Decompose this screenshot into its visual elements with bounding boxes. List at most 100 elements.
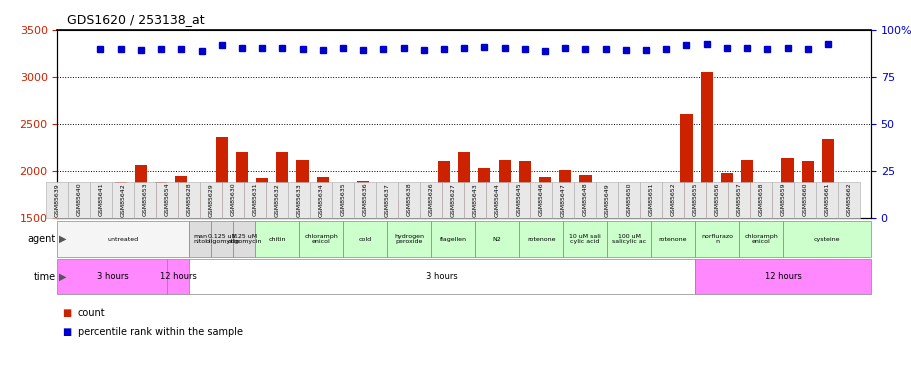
Text: GSM85630: GSM85630	[230, 183, 236, 216]
Text: rotenone: rotenone	[527, 237, 555, 242]
Text: chloramph
enicol: chloramph enicol	[743, 234, 777, 244]
Text: 10 uM sali
cylic acid: 10 uM sali cylic acid	[568, 234, 600, 244]
Bar	[578, 176, 591, 358]
Bar	[115, 182, 127, 358]
Text: flagellen: flagellen	[439, 237, 466, 242]
Text: N2: N2	[492, 237, 501, 242]
Text: GSM85661: GSM85661	[824, 183, 829, 216]
Text: GSM85631: GSM85631	[252, 183, 258, 216]
Text: GSM85634: GSM85634	[319, 183, 323, 217]
Bar	[377, 194, 389, 358]
Text: cysteine: cysteine	[813, 237, 839, 242]
Text: GSM85659: GSM85659	[780, 183, 784, 216]
Text: GSM85638: GSM85638	[406, 183, 411, 216]
Bar	[95, 188, 107, 358]
Text: ■: ■	[62, 308, 71, 318]
Text: GSM85644: GSM85644	[494, 183, 499, 217]
Text: GSM85662: GSM85662	[845, 183, 851, 216]
Text: 3 hours: 3 hours	[425, 272, 457, 281]
Text: GSM85655: GSM85655	[691, 183, 697, 216]
Text: hydrogen
peroxide: hydrogen peroxide	[394, 234, 424, 244]
Text: GSM85636: GSM85636	[363, 183, 367, 216]
Text: agent: agent	[27, 234, 56, 244]
Bar	[195, 191, 208, 358]
Text: GSM85643: GSM85643	[472, 183, 477, 217]
Text: GSM85647: GSM85647	[560, 183, 565, 217]
Bar	[457, 152, 470, 358]
Text: GSM85639: GSM85639	[55, 183, 60, 217]
Bar	[155, 182, 167, 358]
Bar	[417, 212, 429, 358]
Text: GSM85626: GSM85626	[428, 183, 434, 216]
Text: GSM85627: GSM85627	[450, 183, 456, 217]
Bar	[478, 168, 490, 358]
Bar	[357, 181, 369, 358]
Text: count: count	[77, 308, 105, 318]
Bar	[599, 204, 611, 358]
Text: GSM85658: GSM85658	[758, 183, 763, 216]
Bar	[236, 152, 248, 358]
Text: GSM85640: GSM85640	[77, 183, 82, 216]
Text: GSM85632: GSM85632	[274, 183, 280, 217]
Text: GSM85635: GSM85635	[341, 183, 345, 216]
Bar	[498, 160, 510, 358]
Text: GSM85651: GSM85651	[648, 183, 653, 216]
Bar	[720, 172, 732, 358]
Text: untreated: untreated	[107, 237, 138, 242]
Text: GSM85645: GSM85645	[517, 183, 521, 216]
Text: 100 uM
salicylic ac: 100 uM salicylic ac	[611, 234, 646, 244]
Text: 0.125 uM
oligomycin: 0.125 uM oligomycin	[205, 234, 240, 244]
Bar	[619, 194, 631, 358]
Bar	[821, 139, 833, 358]
Bar	[397, 200, 409, 358]
Text: 1.25 uM
oligomycin: 1.25 uM oligomycin	[227, 234, 261, 244]
Bar	[538, 177, 550, 358]
Text: GSM85641: GSM85641	[98, 183, 104, 216]
Text: GSM85653: GSM85653	[143, 183, 148, 216]
Bar	[680, 114, 691, 358]
Text: GSM85652: GSM85652	[670, 183, 675, 216]
Text: GSM85648: GSM85648	[582, 183, 587, 216]
Bar	[518, 161, 530, 358]
Text: GSM85649: GSM85649	[604, 183, 609, 217]
Bar	[215, 137, 228, 358]
Bar	[558, 170, 570, 358]
Bar	[135, 165, 147, 358]
Text: cold: cold	[358, 237, 372, 242]
Text: 3 hours: 3 hours	[97, 272, 128, 281]
Text: GSM85654: GSM85654	[165, 183, 169, 216]
Bar	[761, 188, 773, 358]
Text: time: time	[34, 272, 56, 282]
Text: GSM85657: GSM85657	[736, 183, 741, 216]
Text: GSM85660: GSM85660	[802, 183, 806, 216]
Bar	[316, 177, 329, 358]
Text: GSM85656: GSM85656	[714, 183, 719, 216]
Text: GDS1620 / 253138_at: GDS1620 / 253138_at	[67, 13, 204, 26]
Bar	[640, 203, 651, 358]
Text: chitin: chitin	[268, 237, 286, 242]
Text: GSM85646: GSM85646	[538, 183, 543, 216]
Bar	[276, 152, 288, 358]
Bar	[801, 161, 813, 358]
Text: ▶: ▶	[59, 272, 67, 282]
Bar	[700, 72, 712, 358]
Text: GSM85629: GSM85629	[209, 183, 213, 217]
Text: chloramph
enicol: chloramph enicol	[304, 234, 338, 244]
Text: ▶: ▶	[59, 234, 67, 244]
Text: norflurazo
n: norflurazo n	[701, 234, 732, 244]
Bar	[741, 160, 752, 358]
Text: 12 hours: 12 hours	[763, 272, 801, 281]
Bar	[660, 210, 671, 358]
Text: GSM85642: GSM85642	[121, 183, 126, 217]
Bar	[781, 158, 793, 358]
Text: percentile rank within the sample: percentile rank within the sample	[77, 327, 242, 337]
Text: GSM85628: GSM85628	[187, 183, 191, 216]
Text: 12 hours: 12 hours	[159, 272, 197, 281]
Bar	[437, 161, 449, 358]
Text: GSM85637: GSM85637	[384, 183, 389, 217]
Text: GSM85633: GSM85633	[296, 183, 302, 217]
Text: ■: ■	[62, 327, 71, 337]
Text: man
nitol: man nitol	[193, 234, 207, 244]
Text: GSM85650: GSM85650	[626, 183, 631, 216]
Bar	[175, 176, 187, 358]
